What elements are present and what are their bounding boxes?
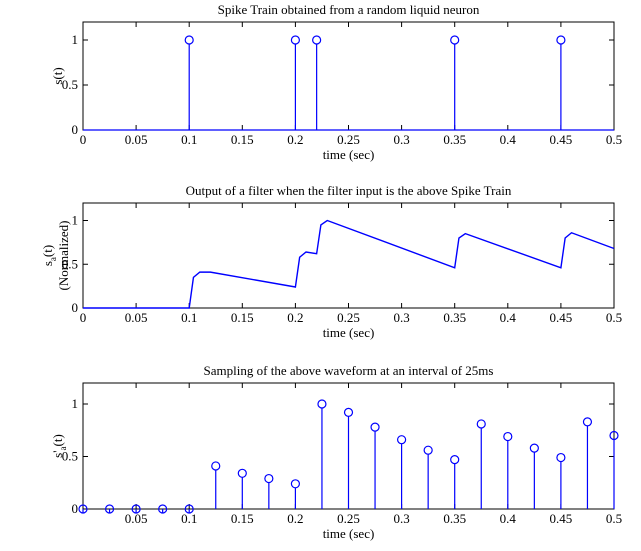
stem-marker — [450, 35, 460, 45]
stem-marker — [556, 35, 566, 45]
x-tick-label: 0.35 — [443, 310, 466, 325]
stem-marker — [343, 407, 354, 417]
y-tick-label: 0.5 — [62, 77, 78, 92]
y-axis-label: s(t) — [50, 67, 65, 84]
stem-marker — [423, 445, 433, 455]
axes-box — [82, 21, 615, 131]
chart-title: Spike Train obtained from a random liqui… — [218, 2, 480, 17]
x-axis-label: time (sec) — [323, 147, 375, 162]
series-line — [83, 219, 615, 309]
y-tick-label: 0 — [72, 300, 79, 315]
stem-marker — [317, 399, 327, 409]
y-axis-label: s'a(t) — [50, 434, 68, 458]
chart-title: Output of a filter when the filter input… — [186, 183, 512, 198]
x-tick-label: 0.25 — [337, 310, 360, 325]
y-tick-label: 0.5 — [62, 256, 78, 271]
chart-panel-2: Output of a filter when the filter input… — [40, 183, 622, 340]
x-tick-label: 0 — [80, 132, 87, 147]
axes-box — [82, 202, 615, 309]
stem-marker — [370, 422, 380, 432]
stem-marker — [450, 455, 460, 465]
chart-panel-3: Sampling of the above waveform at an int… — [50, 363, 622, 541]
stem-marker — [609, 430, 619, 441]
stem-marker — [290, 479, 300, 489]
stem-marker — [312, 35, 322, 45]
x-tick-label: 0.5 — [606, 132, 622, 147]
stem-marker — [211, 461, 221, 471]
stem-marker — [529, 443, 539, 453]
x-tick-label: 0.35 — [443, 511, 466, 526]
stem-marker — [264, 473, 274, 484]
x-tick-label: 0.1 — [181, 310, 197, 325]
stem-marker — [397, 435, 407, 445]
x-tick-label: 0.15 — [231, 132, 254, 147]
x-tick-label: 0.5 — [606, 310, 622, 325]
stem-marker — [131, 504, 141, 514]
stem-marker — [476, 419, 486, 429]
stem-marker — [556, 452, 566, 463]
x-tick-label: 0.45 — [550, 310, 573, 325]
x-tick-label: 0.3 — [393, 310, 409, 325]
series — [78, 399, 619, 514]
x-tick-label: 0.2 — [287, 310, 303, 325]
x-tick-label: 0.3 — [393, 511, 409, 526]
x-tick-label: 0.4 — [500, 132, 517, 147]
y-tick-label: 0.5 — [62, 449, 78, 464]
stem-marker — [78, 504, 88, 514]
stem-marker — [290, 35, 300, 45]
x-tick-label: 0.15 — [231, 511, 254, 526]
x-axis-label: time (sec) — [323, 526, 375, 541]
chart-panel-1: Spike Train obtained from a random liqui… — [50, 2, 622, 162]
x-tick-label: 0.25 — [337, 511, 360, 526]
x-axis-label: time (sec) — [323, 325, 375, 340]
x-tick-label: 0.2 — [287, 511, 303, 526]
x-tick-label: 0.1 — [181, 132, 197, 147]
x-tick-label: 0.2 — [287, 132, 303, 147]
y-tick-label: 0 — [72, 122, 79, 137]
x-tick-label: 0.05 — [125, 511, 148, 526]
x-tick-label: 0.4 — [500, 511, 517, 526]
x-tick-label: 0.4 — [500, 310, 517, 325]
x-tick-label: 0.15 — [231, 310, 254, 325]
y-tick-label: 1 — [72, 396, 79, 411]
y-axis-label-secondary: (Normalized) — [56, 220, 71, 290]
stem-marker — [237, 468, 247, 478]
y-tick-label: 0 — [72, 501, 79, 516]
y-tick-label: 1 — [72, 213, 79, 228]
stem-marker — [503, 431, 513, 442]
y-tick-label: 1 — [72, 32, 79, 47]
x-tick-label: 0.45 — [550, 132, 573, 147]
y-axis-label: sa(t) — [40, 245, 58, 266]
stem-marker — [582, 417, 593, 427]
x-tick-label: 0 — [80, 310, 87, 325]
x-tick-label: 0.3 — [393, 132, 409, 147]
x-tick-label: 0.05 — [125, 310, 148, 325]
x-tick-label: 0.45 — [550, 511, 573, 526]
chart-title: Sampling of the above waveform at an int… — [204, 363, 494, 378]
x-tick-label: 0.5 — [606, 511, 622, 526]
series — [83, 35, 614, 131]
series — [83, 219, 615, 309]
x-tick-label: 0.25 — [337, 132, 360, 147]
x-tick-label: 0.1 — [181, 511, 197, 526]
x-tick-label: 0.35 — [443, 132, 466, 147]
stem-marker — [158, 504, 168, 514]
stem-marker — [104, 504, 115, 514]
stem-marker — [184, 504, 194, 514]
x-tick-label: 0.05 — [125, 132, 148, 147]
stem-marker — [184, 35, 194, 45]
